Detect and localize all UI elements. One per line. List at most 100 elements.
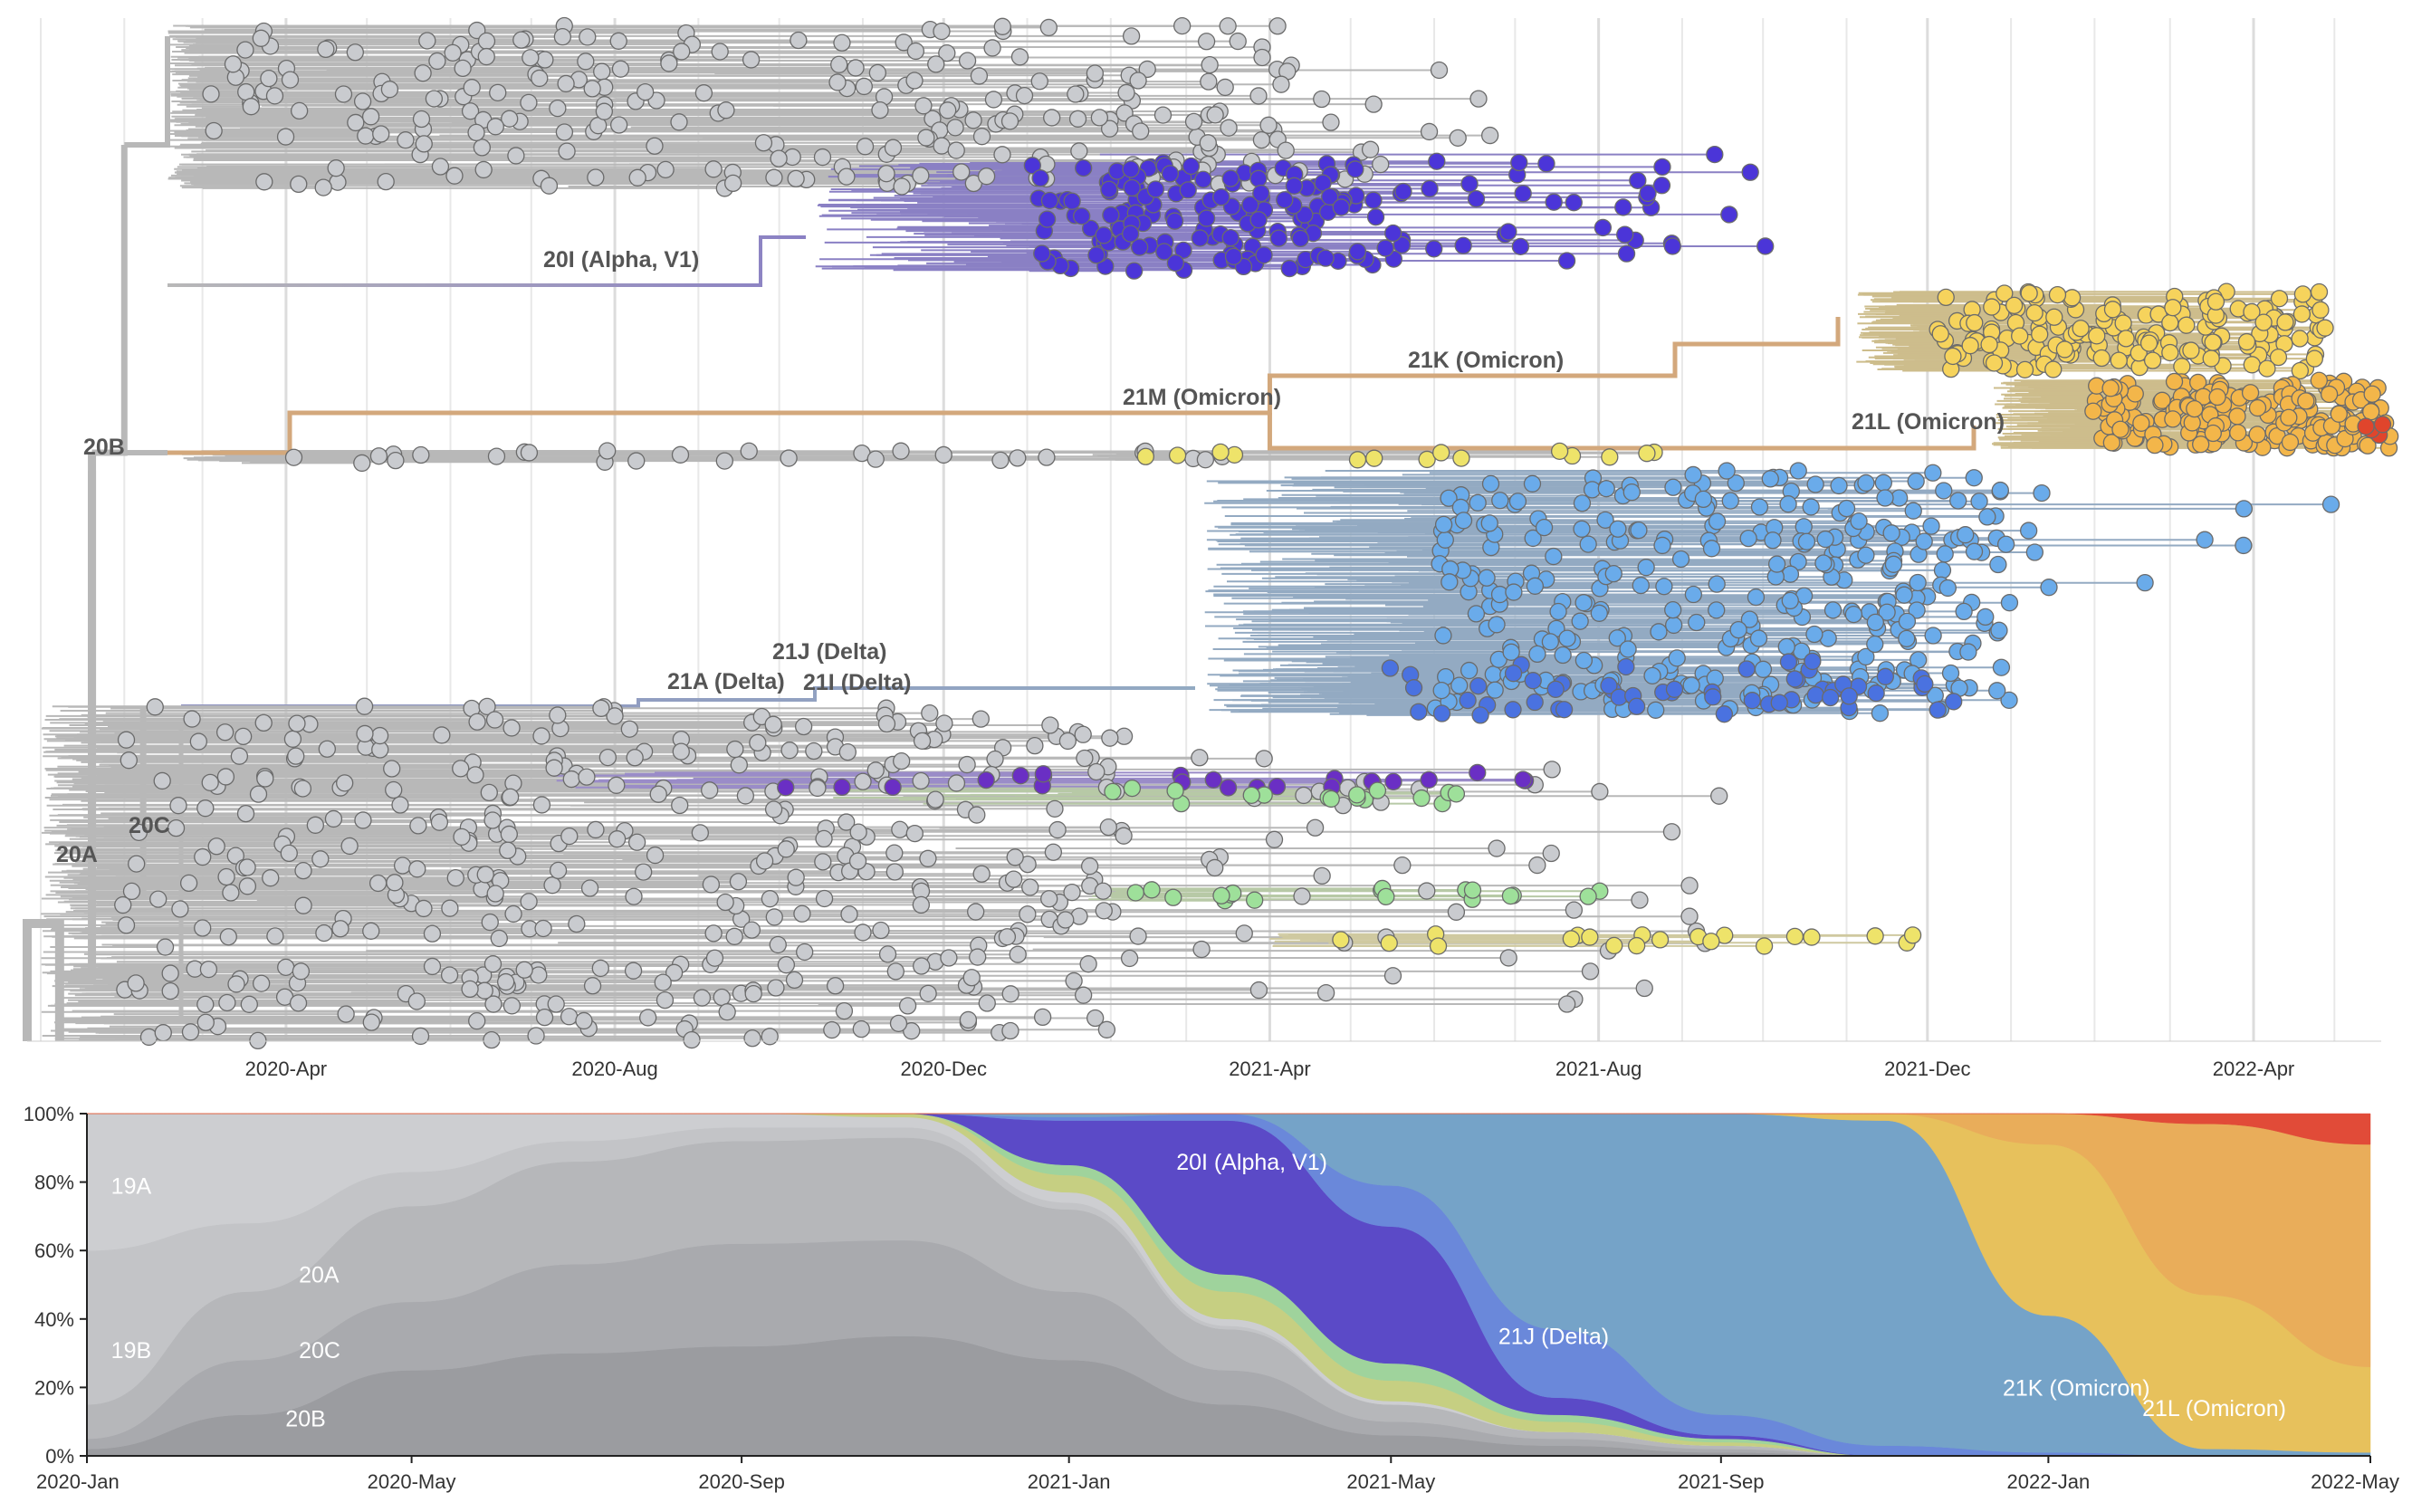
tree-tip[interactable] [1924, 627, 1942, 645]
tree-tip[interactable] [1460, 661, 1479, 680]
tree-tip[interactable] [445, 167, 464, 185]
tree-tip[interactable] [1123, 178, 1141, 197]
tree-tip[interactable] [2243, 356, 2261, 374]
tree-tip[interactable] [226, 847, 244, 865]
tree-tip[interactable] [1499, 949, 1517, 967]
tree-tip[interactable] [1710, 787, 1728, 805]
tree-tip[interactable] [1524, 672, 1542, 690]
tree-tip[interactable] [805, 742, 823, 761]
tree-tip[interactable] [1945, 693, 1963, 711]
tree-tip[interactable] [1348, 243, 1367, 261]
tree-tip[interactable] [431, 158, 450, 176]
tree-tip[interactable] [958, 755, 976, 774]
tree-tip[interactable] [611, 60, 630, 78]
tree-tip[interactable] [1201, 55, 1219, 74]
tree-tip[interactable] [2025, 303, 2044, 322]
tree-tip[interactable] [1332, 198, 1350, 216]
tree-tip[interactable] [754, 134, 773, 152]
tree-tip[interactable] [1076, 749, 1094, 768]
tree-tip[interactable] [1806, 475, 1824, 493]
tree-tip[interactable] [2005, 296, 2024, 315]
tree-tip[interactable] [764, 715, 782, 733]
tree-tip[interactable] [1635, 979, 1653, 998]
tree-tip[interactable] [671, 796, 689, 815]
tree-tip[interactable] [742, 51, 761, 69]
tree-tip[interactable] [2281, 433, 2300, 452]
tree-tip[interactable] [156, 938, 175, 956]
tree-tip[interactable] [2206, 292, 2225, 311]
tree-tip[interactable] [1447, 785, 1466, 803]
tree-tip[interactable] [947, 774, 966, 792]
tree-tip[interactable] [1629, 171, 1647, 189]
tree-tip[interactable] [1039, 18, 1058, 37]
tree-tip[interactable] [290, 101, 309, 120]
tree-tip[interactable] [673, 43, 691, 61]
tree-tip[interactable] [1272, 75, 1290, 93]
tree-tip[interactable] [1040, 191, 1059, 210]
tree-tip[interactable] [840, 905, 858, 923]
tree-tip[interactable] [2182, 341, 2200, 359]
tree-tip[interactable] [387, 452, 405, 470]
tree-tip[interactable] [1001, 1021, 1019, 1040]
tree-tip[interactable] [933, 22, 951, 41]
tree-tip[interactable] [1086, 64, 1105, 82]
tree-tip[interactable] [534, 919, 552, 938]
tree-tip[interactable] [515, 961, 533, 979]
tree-tip[interactable] [1484, 665, 1502, 684]
tree-tip[interactable] [1702, 540, 1721, 558]
tree-tip[interactable] [1259, 116, 1278, 134]
tree-tip[interactable] [1944, 347, 1962, 366]
tree-tip[interactable] [254, 713, 273, 732]
tree-tip[interactable] [1204, 770, 1222, 789]
tree-tip[interactable] [414, 64, 432, 82]
tree-tip[interactable] [1469, 90, 1488, 108]
tree-tip[interactable] [1235, 924, 1253, 943]
tree-tip[interactable] [1104, 782, 1122, 800]
tree-tip[interactable] [1740, 610, 1759, 628]
tree-tip[interactable] [284, 448, 303, 466]
tree-tip[interactable] [914, 97, 933, 115]
tree-tip[interactable] [1143, 881, 1161, 899]
tree-tip[interactable] [219, 928, 237, 946]
tree-tip[interactable] [391, 796, 409, 814]
tree-tip[interactable] [290, 175, 308, 194]
tree-tip[interactable] [262, 869, 280, 887]
tree-tip[interactable] [1196, 451, 1215, 469]
tree-tip[interactable] [1959, 643, 1977, 661]
tree-tip[interactable] [1528, 856, 1546, 875]
tree-tip[interactable] [1895, 586, 1913, 604]
tree-tip[interactable] [1322, 113, 1340, 131]
tree-tip[interactable] [1924, 464, 1942, 482]
tree-tip[interactable] [1168, 446, 1187, 464]
tree-tip[interactable] [461, 102, 480, 120]
tree-tip[interactable] [926, 790, 944, 809]
tree-tip[interactable] [120, 751, 138, 770]
tree-tip[interactable] [428, 52, 446, 71]
tree-tip[interactable] [625, 887, 643, 905]
tree-tip[interactable] [790, 31, 808, 50]
tree-tip[interactable] [833, 778, 851, 797]
tree-tip[interactable] [1550, 442, 1569, 460]
tree-tip[interactable] [770, 149, 788, 167]
tree-tip[interactable] [2011, 327, 2029, 345]
tree-tip[interactable] [1191, 749, 1209, 767]
tree-tip[interactable] [1542, 844, 1560, 863]
tree-tip[interactable] [1955, 602, 1973, 621]
tree-tip[interactable] [872, 921, 890, 940]
tree-tip[interactable] [646, 846, 665, 865]
tree-tip[interactable] [736, 787, 755, 805]
tree-tip[interactable] [1212, 188, 1230, 206]
tree-tip[interactable] [1718, 462, 1736, 480]
tree-tip[interactable] [1094, 882, 1113, 900]
tree-tip[interactable] [970, 67, 989, 85]
tree-tip[interactable] [2033, 483, 2051, 502]
tree-tip[interactable] [1988, 682, 2006, 700]
tree-tip[interactable] [1321, 187, 1339, 206]
tree-tip[interactable] [1306, 818, 1325, 837]
tree-tip[interactable] [1031, 169, 1049, 187]
tree-tip[interactable] [884, 139, 903, 157]
tree-tip[interactable] [2146, 436, 2164, 455]
tree-tip[interactable] [474, 160, 493, 179]
tree-tip[interactable] [440, 966, 459, 984]
tree-tip[interactable] [1117, 83, 1135, 102]
